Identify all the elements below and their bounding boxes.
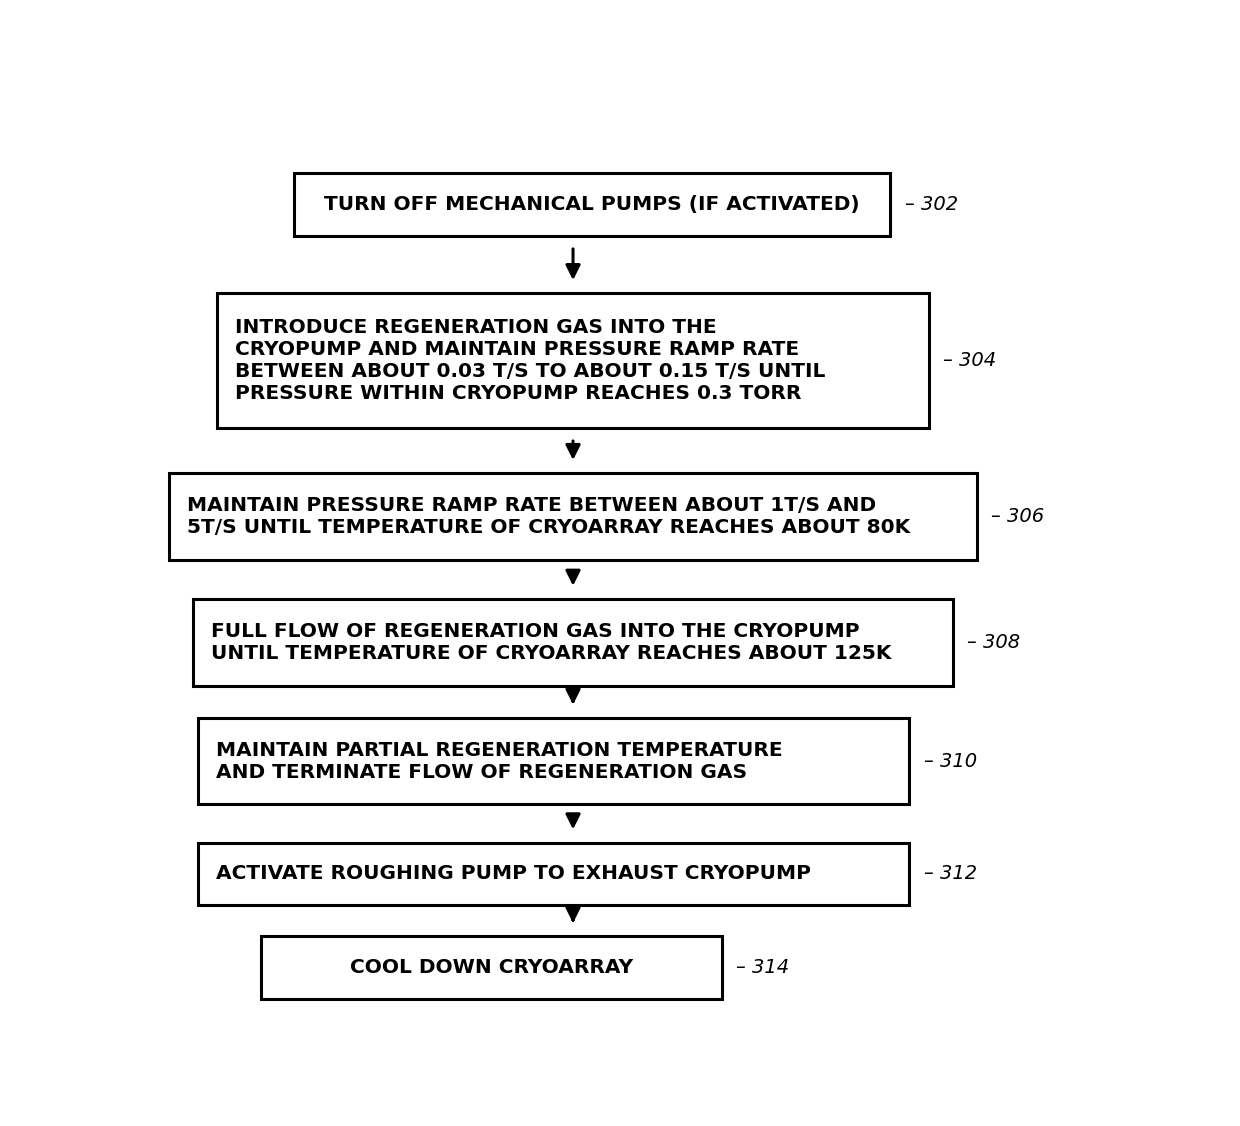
Text: – 308: – 308	[967, 633, 1021, 652]
Text: – 312: – 312	[924, 865, 977, 883]
FancyBboxPatch shape	[217, 294, 929, 428]
Text: TURN OFF MECHANICAL PUMPS (IF ACTIVATED): TURN OFF MECHANICAL PUMPS (IF ACTIVATED)	[325, 195, 861, 214]
Text: – 314: – 314	[737, 958, 790, 977]
Text: – 310: – 310	[924, 752, 977, 770]
Text: – 304: – 304	[942, 351, 996, 370]
Text: – 302: – 302	[905, 195, 957, 214]
Text: COOL DOWN CRYOARRAY: COOL DOWN CRYOARRAY	[350, 958, 632, 977]
FancyBboxPatch shape	[198, 717, 909, 804]
FancyBboxPatch shape	[294, 173, 890, 235]
Text: MAINTAIN PARTIAL REGENERATION TEMPERATURE
AND TERMINATE FLOW OF REGENERATION GAS: MAINTAIN PARTIAL REGENERATION TEMPERATUR…	[216, 741, 782, 781]
FancyBboxPatch shape	[193, 599, 952, 686]
Text: FULL FLOW OF REGENERATION GAS INTO THE CRYOPUMP
UNTIL TEMPERATURE OF CRYOARRAY R: FULL FLOW OF REGENERATION GAS INTO THE C…	[211, 622, 892, 663]
FancyBboxPatch shape	[260, 936, 722, 999]
Text: MAINTAIN PRESSURE RAMP RATE BETWEEN ABOUT 1T/S AND
5T/S UNTIL TEMPERATURE OF CRY: MAINTAIN PRESSURE RAMP RATE BETWEEN ABOU…	[187, 497, 910, 537]
Text: – 306: – 306	[991, 507, 1044, 526]
FancyBboxPatch shape	[198, 842, 909, 905]
FancyBboxPatch shape	[170, 473, 977, 560]
Text: INTRODUCE REGENERATION GAS INTO THE
CRYOPUMP AND MAINTAIN PRESSURE RAMP RATE
BET: INTRODUCE REGENERATION GAS INTO THE CRYO…	[234, 318, 825, 403]
Text: ACTIVATE ROUGHING PUMP TO EXHAUST CRYOPUMP: ACTIVATE ROUGHING PUMP TO EXHAUST CRYOPU…	[216, 865, 811, 883]
